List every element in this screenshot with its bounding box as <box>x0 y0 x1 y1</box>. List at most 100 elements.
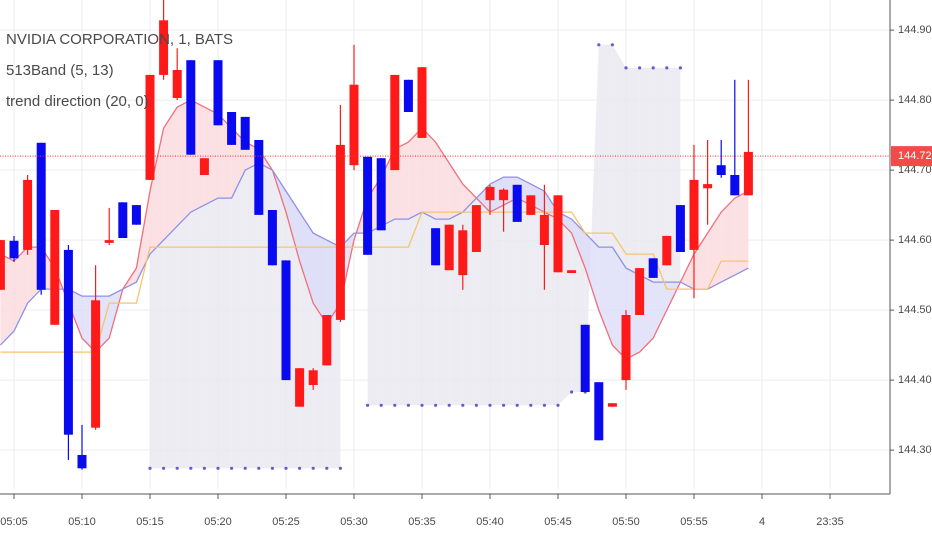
candle-body <box>607 403 617 407</box>
candle-body <box>91 300 101 428</box>
trend-area <box>190 205 205 469</box>
x-tick-label: 05:10 <box>68 516 96 528</box>
trend-area <box>639 67 654 283</box>
band-fill <box>694 233 708 290</box>
band-fill <box>150 128 164 255</box>
candle-body <box>553 195 563 273</box>
candle-body <box>703 184 713 189</box>
x-tick-label: 05:05 <box>0 516 28 528</box>
candle-body <box>159 20 169 75</box>
candle-body <box>0 240 5 290</box>
trend-dot <box>243 466 247 470</box>
trend-dot <box>570 390 574 394</box>
candle-body <box>485 186 495 201</box>
trend-area <box>381 219 395 406</box>
candle-body <box>104 240 114 243</box>
x-tick-label: 23:35 <box>816 516 844 528</box>
candle-body <box>376 158 386 231</box>
trend-dot <box>270 466 274 470</box>
candle-body <box>335 144 345 320</box>
candle-body <box>431 228 441 266</box>
candle-body <box>390 74 400 171</box>
x-tick-label: 05:50 <box>612 516 640 528</box>
x-tick-label: 05:30 <box>340 516 368 528</box>
trend-dot <box>651 66 655 70</box>
band-fill <box>422 128 436 220</box>
band-fill <box>490 177 504 213</box>
indicator-title: 513Band (5, 13) <box>6 62 114 79</box>
trend-dot <box>148 466 152 470</box>
trend-dot <box>298 466 302 470</box>
trend-dot <box>542 403 547 407</box>
candle-body <box>308 370 318 385</box>
trend-dot <box>515 403 519 407</box>
trend-dot <box>366 403 370 407</box>
candle-body <box>322 315 332 366</box>
candle-body <box>145 74 155 180</box>
trend-dot <box>420 403 424 407</box>
trend-dot <box>325 466 329 470</box>
band-fill <box>571 219 586 269</box>
indicator-line <box>0 211 749 353</box>
trend-dot <box>610 43 615 47</box>
candle-body <box>77 455 87 469</box>
candle-body <box>9 240 19 259</box>
candle-body <box>227 112 237 145</box>
band-fill <box>707 212 722 290</box>
trend-dot <box>447 403 451 407</box>
candle-body <box>254 140 264 215</box>
trend-dot <box>284 466 288 470</box>
candle-body <box>444 224 454 271</box>
trend-area <box>177 212 191 469</box>
trend-dot <box>257 466 261 470</box>
band-fill <box>585 233 599 311</box>
trend-dot <box>678 66 683 70</box>
trend-dot <box>488 403 492 407</box>
trend-dot <box>202 466 206 470</box>
trend-area <box>653 67 667 283</box>
band-fill <box>163 107 178 241</box>
x-tick-label: 4 <box>759 516 765 528</box>
y-tick-label: 144.80 <box>898 94 932 106</box>
candle-body <box>118 202 128 238</box>
candle-body <box>281 260 291 381</box>
trend-dot <box>434 403 438 407</box>
candle-body <box>743 151 753 196</box>
last-price-box <box>891 146 932 167</box>
y-tick-label: 144.90 <box>898 24 932 36</box>
candle-body <box>403 79 413 112</box>
band-fill <box>462 184 477 213</box>
band-fill <box>14 247 28 332</box>
trend-dot <box>474 403 478 407</box>
indicator-line <box>0 162 749 346</box>
candle-body <box>363 156 373 255</box>
trend-dot <box>529 403 533 407</box>
candle-body <box>213 60 223 126</box>
plot-area <box>0 0 890 470</box>
indicator-title: trend direction (20, 0) <box>6 93 149 110</box>
candle-body <box>675 205 685 252</box>
trend-area <box>394 219 409 406</box>
trend-area <box>408 212 422 406</box>
trend-dot <box>638 66 642 70</box>
trend-area <box>231 170 246 469</box>
candle-body <box>63 249 73 435</box>
candle-body <box>594 382 604 441</box>
trend-area <box>218 198 232 469</box>
candle-body <box>36 142 46 290</box>
trend-area <box>245 163 259 469</box>
trend-area <box>612 44 626 269</box>
y-tick-label: 144.70 <box>898 164 932 176</box>
trend-dot <box>502 403 506 407</box>
x-tick-label: 05:25 <box>272 516 300 528</box>
trend-dot <box>230 466 234 470</box>
trend-dot <box>665 66 669 70</box>
trend-area <box>626 67 640 276</box>
band-fill <box>680 254 694 290</box>
band-fill <box>435 142 450 220</box>
trend-area <box>598 44 613 248</box>
candle-body <box>648 258 658 278</box>
trend-area <box>163 226 178 469</box>
band-fill <box>449 163 463 220</box>
